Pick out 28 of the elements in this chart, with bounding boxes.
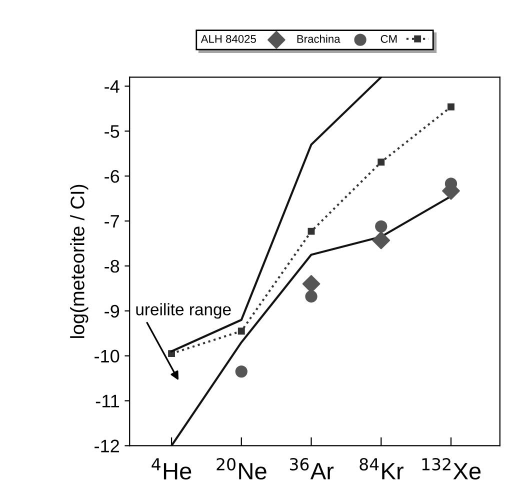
- legend-label: CM: [380, 35, 397, 43]
- y-tick-label: -6: [104, 170, 120, 183]
- y-axis-title: log(meteorite / CI): [70, 184, 88, 338]
- annotation: ureilite range: [136, 303, 231, 319]
- y-tick-label: -7: [104, 215, 119, 228]
- legend-label: Brachina: [297, 34, 340, 43]
- point: [378, 158, 385, 166]
- x-tick-label: $^{84}$Kr: [360, 458, 404, 480]
- point: [302, 275, 320, 293]
- y-tick-label: -5: [104, 125, 120, 138]
- y-tick-label: -10: [94, 350, 120, 363]
- x-tick-label: $^{36}$Ar: [290, 458, 334, 480]
- x-tick-label: $^{4}$He: [152, 458, 192, 480]
- point: [308, 228, 315, 235]
- point: [448, 103, 454, 110]
- y-tick-label: -12: [94, 440, 119, 452]
- y-tick-label: -9: [104, 304, 120, 318]
- y-tick-label: -4: [104, 80, 120, 93]
- point: [305, 290, 318, 303]
- y-tick-label: -11: [96, 394, 120, 408]
- point: [238, 328, 245, 335]
- legend-label: ALH 84025: [200, 35, 256, 43]
- point: [372, 231, 390, 250]
- point: [235, 365, 248, 378]
- x-tick-label: $^{20}$Ne: [216, 458, 266, 480]
- point: [375, 220, 388, 232]
- x-tick-label: $^{132}$Xe: [422, 458, 481, 480]
- y-tick-label: -8: [104, 260, 120, 273]
